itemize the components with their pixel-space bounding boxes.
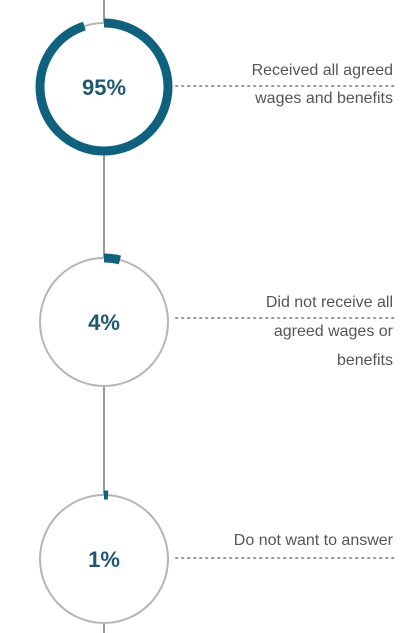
value-arc <box>35 490 173 628</box>
value-label: 95% <box>82 75 126 100</box>
value-label: 1% <box>88 547 120 572</box>
value-arc <box>35 18 173 156</box>
value-arc <box>35 253 173 391</box>
category-label-line: agreed wages or <box>274 323 394 340</box>
chart-item-2: 4% Did not receive all agreed wages or bene… <box>35 253 397 391</box>
category-label-line: benefits <box>337 352 393 369</box>
chart-item-3: 1% Do not want to answer <box>35 490 397 628</box>
category-label-line: Did not receive all <box>266 294 393 311</box>
value-label: 4% <box>88 310 120 335</box>
chart-items: 95% Received all agreed wages and benefits… <box>35 18 397 628</box>
category-label-line: Do not want to answer <box>234 532 394 549</box>
category-label-line: wages and benefits <box>254 90 393 107</box>
category-label-line: Received all agreed <box>252 62 393 79</box>
chart-item-1: 95% Received all agreed wages and benefits <box>35 18 397 156</box>
